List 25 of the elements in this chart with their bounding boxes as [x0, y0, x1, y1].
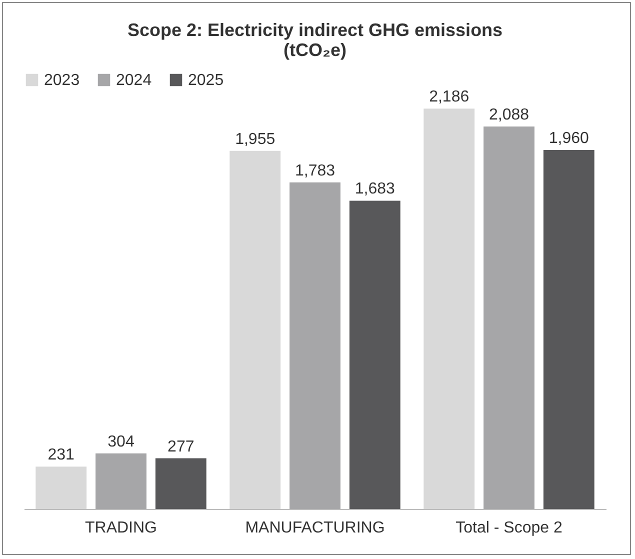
x-tick-label: TRADING	[85, 520, 157, 536]
legend-label: 2024	[116, 72, 152, 89]
data-label: 1,960	[548, 130, 590, 147]
data-label: 1,955	[235, 130, 276, 148]
bar	[290, 182, 340, 509]
data-label: 231	[48, 446, 75, 464]
data-label: 1,683	[354, 180, 396, 198]
legend-label: 2025	[188, 72, 224, 89]
data-label: 304	[108, 433, 134, 450]
chart-title: Scope 2: Electricity indirect GHG emissions (tCO₂e)	[127, 20, 503, 60]
bar	[155, 458, 206, 509]
legend-label: 2023	[44, 72, 80, 89]
bar	[484, 126, 534, 509]
data-label: 2,088	[488, 106, 530, 124]
x-tick-label: Total - Scope 2	[456, 520, 562, 536]
bar	[96, 453, 146, 509]
bar	[36, 466, 87, 509]
bar	[349, 200, 400, 509]
data-label: 1,783	[294, 162, 336, 180]
bar	[543, 150, 594, 509]
data-label: 277	[168, 438, 194, 456]
bar	[230, 150, 281, 509]
bar	[424, 108, 475, 509]
data-label: 2,186	[429, 88, 470, 106]
x-tick-label: MANUFACTURING	[245, 520, 385, 536]
